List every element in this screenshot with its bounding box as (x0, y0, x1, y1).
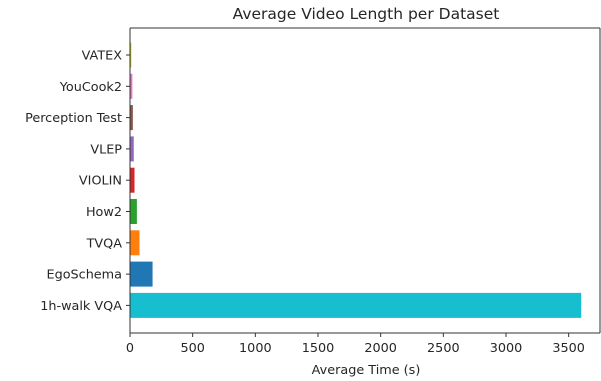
y-tick-label: TVQA (86, 236, 123, 251)
x-tick-label: 0 (126, 341, 134, 356)
x-tick-label: 500 (180, 341, 204, 356)
x-tick-label: 2500 (427, 341, 460, 356)
y-tick-label: VLEP (90, 142, 122, 157)
x-tick-label: 1500 (302, 341, 335, 356)
bar-tvqa (130, 230, 140, 256)
y-tick-label: 1h-walk VQA (40, 299, 122, 314)
category-labels: VATEX YouCook2 Perception Test VLEP VIOLIN Ho… (25, 49, 130, 314)
y-tick-label: VIOLIN (79, 174, 122, 189)
bar-egoschema (130, 261, 153, 287)
bar-how2 (130, 199, 137, 224)
bar-youcook2 (130, 73, 133, 99)
x-axis-ticks: 0 500 1000 1500 2000 2500 3000 3500 (126, 333, 585, 356)
x-tick-label: 3500 (552, 341, 585, 356)
bar-perception-test (130, 105, 133, 131)
bar-vatex (130, 42, 132, 68)
chart-title: Average Video Length per Dataset (233, 5, 500, 23)
y-tick-label: How2 (86, 205, 122, 220)
x-tick-label: 3000 (490, 341, 523, 356)
bar-violin (130, 167, 135, 193)
y-tick-label: EgoSchema (47, 268, 123, 283)
bar-vlep (130, 136, 134, 162)
bars-group (130, 42, 582, 318)
x-tick-label: 2000 (364, 341, 397, 356)
bar-1h-walk-vqa (130, 292, 582, 318)
y-tick-label: Perception Test (25, 111, 122, 126)
y-tick-label: YouCook2 (59, 80, 122, 95)
y-tick-label: VATEX (82, 49, 123, 64)
x-tick-label: 1000 (239, 341, 272, 356)
x-axis-label: Average Time (s) (312, 363, 421, 378)
